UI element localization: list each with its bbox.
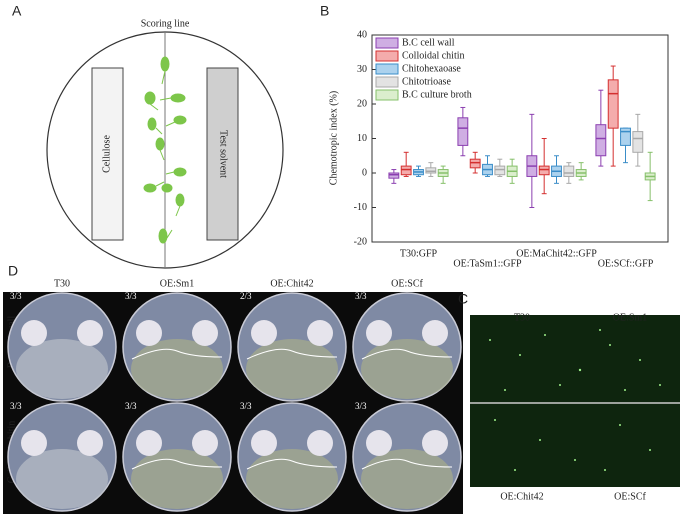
disc xyxy=(422,320,448,346)
legend-swatch xyxy=(375,76,399,88)
disc xyxy=(307,430,333,456)
disc xyxy=(192,320,218,346)
fluorescence-photo xyxy=(470,315,680,487)
legend-label: Chitotrioase xyxy=(402,76,451,87)
y-axis-label: Chemotropic index (%) xyxy=(328,91,339,185)
box xyxy=(425,167,437,174)
box-chart: -20 -10 0 10 20 30 40T30:GFPOE:TaSm1::GFPOE:Ma… xyxy=(354,29,656,269)
mycelium xyxy=(131,449,223,509)
box xyxy=(595,124,607,157)
panel-label: D xyxy=(8,263,18,279)
mycelium xyxy=(246,449,338,509)
ratio: 3/3 xyxy=(125,401,137,411)
y-tick-label: 20 xyxy=(357,98,367,109)
mycelium xyxy=(131,339,223,399)
front-line xyxy=(131,458,223,470)
disc xyxy=(251,430,277,456)
mycelium xyxy=(16,449,108,509)
box xyxy=(469,158,481,169)
disc xyxy=(21,320,47,346)
box xyxy=(400,165,412,176)
cellulose-label: Cellulose xyxy=(101,135,112,173)
column-label: OE:SCf xyxy=(391,278,423,289)
legend-swatch xyxy=(375,63,399,75)
front-line xyxy=(246,458,338,470)
disc xyxy=(77,320,103,346)
y-tick-label: 10 xyxy=(357,133,367,144)
photo-label: OE:Sm1 xyxy=(613,312,647,323)
ratio: 3/3 xyxy=(10,401,22,411)
front-line xyxy=(246,348,338,360)
box xyxy=(457,117,469,146)
box xyxy=(632,131,644,153)
y-tick-label: 40 xyxy=(357,29,367,40)
photo-label: OE:SCf xyxy=(614,491,646,502)
legend-label: B.C cell wall xyxy=(402,37,455,48)
panel-label: B xyxy=(320,3,329,19)
legend-label: Colloidal chitin xyxy=(402,50,465,61)
mycelium xyxy=(246,339,338,399)
legend-swatch xyxy=(375,50,399,62)
column-label: T30 xyxy=(54,278,70,289)
disc xyxy=(21,430,47,456)
disc xyxy=(136,430,162,456)
ratio: 3/3 xyxy=(240,401,252,411)
disc xyxy=(307,320,333,346)
y-tick-label: -20 xyxy=(354,236,367,247)
mycelium xyxy=(361,339,453,399)
disc xyxy=(251,320,277,346)
front-line xyxy=(361,348,453,360)
box xyxy=(607,79,619,129)
solvent-block xyxy=(206,67,239,241)
ratio: 3/3 xyxy=(125,291,137,301)
legend-label: Chitohexaoase xyxy=(402,63,461,74)
solvent-label: Test solvent xyxy=(218,130,229,178)
x-tick-label: OE:SCf::GFP xyxy=(598,258,654,269)
panel-label: C xyxy=(458,291,468,307)
ratio: 3/3 xyxy=(10,291,22,301)
box xyxy=(563,165,575,177)
legend-swatch xyxy=(375,89,399,101)
fluorescent-spots xyxy=(489,329,661,471)
box xyxy=(620,127,631,146)
disc xyxy=(366,430,392,456)
column-label: OE:Sm1 xyxy=(160,278,194,289)
spores xyxy=(143,56,187,244)
box xyxy=(494,165,506,176)
disc xyxy=(192,430,218,456)
ratio: 3/3 xyxy=(355,291,367,301)
y-tick-label: 30 xyxy=(357,64,367,75)
photo-label: OE:Chit42 xyxy=(500,491,543,502)
y-tick-label: -10 xyxy=(354,202,367,213)
ratio: 3/3 xyxy=(355,401,367,411)
disc xyxy=(422,430,448,456)
x-tick-label: OE:MaChit42::GFP xyxy=(516,248,597,259)
photo-label: T30 xyxy=(514,312,530,323)
y-tick-label: 0 xyxy=(362,167,367,178)
x-tick-label: T30:GFP xyxy=(400,248,438,259)
legend-label: B.C culture broth xyxy=(402,89,472,100)
legend-swatch xyxy=(375,37,399,49)
x-tick-label: OE:TaSm1::GFP xyxy=(453,258,522,269)
cellulose-block xyxy=(91,67,124,241)
column-label: OE:Chit42 xyxy=(270,278,313,289)
panel-label: A xyxy=(12,3,22,19)
front-line xyxy=(131,348,223,360)
box xyxy=(388,172,400,179)
disc xyxy=(366,320,392,346)
mycelium xyxy=(361,449,453,509)
disc xyxy=(77,430,103,456)
box xyxy=(538,165,550,176)
disc xyxy=(136,320,162,346)
mycelium xyxy=(16,339,108,399)
front-line xyxy=(361,458,453,470)
scoring-line-label: Scoring line xyxy=(141,18,190,29)
ratio: 2/3 xyxy=(240,291,252,301)
